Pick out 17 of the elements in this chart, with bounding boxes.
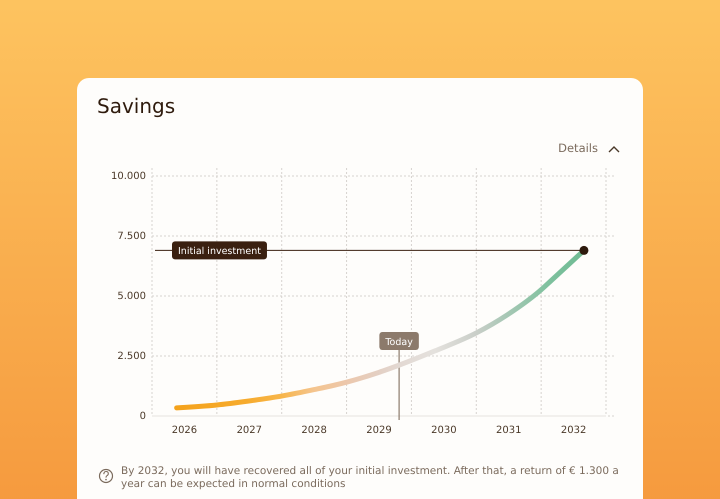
x-tick-label: 2031 [496,425,522,436]
x-tick-label: 2029 [366,425,392,436]
y-tick-label: 5.000 [117,291,146,302]
x-tick-label: 2026 [172,425,198,436]
x-tick-label: 2028 [301,425,327,436]
ref-line-label: Today [384,337,414,348]
x-tick-label: 2027 [236,425,262,436]
y-tick-label: 7.500 [117,231,146,242]
y-tick-label: 10.000 [111,171,146,182]
ref-line-label: Initial investment [178,246,262,257]
x-tick-label: 2030 [431,425,457,436]
text: Details [558,141,598,155]
x-tick-label: 2032 [560,425,586,436]
y-tick-label: 2.500 [117,351,146,362]
chart-title: Savings [97,94,176,118]
y-tick-label: 0 [140,411,146,422]
text: By 2032, you will have recovered all of your initial investment. After that, a return of € 1.300 a year can be expected in normal conditions [121,465,619,490]
